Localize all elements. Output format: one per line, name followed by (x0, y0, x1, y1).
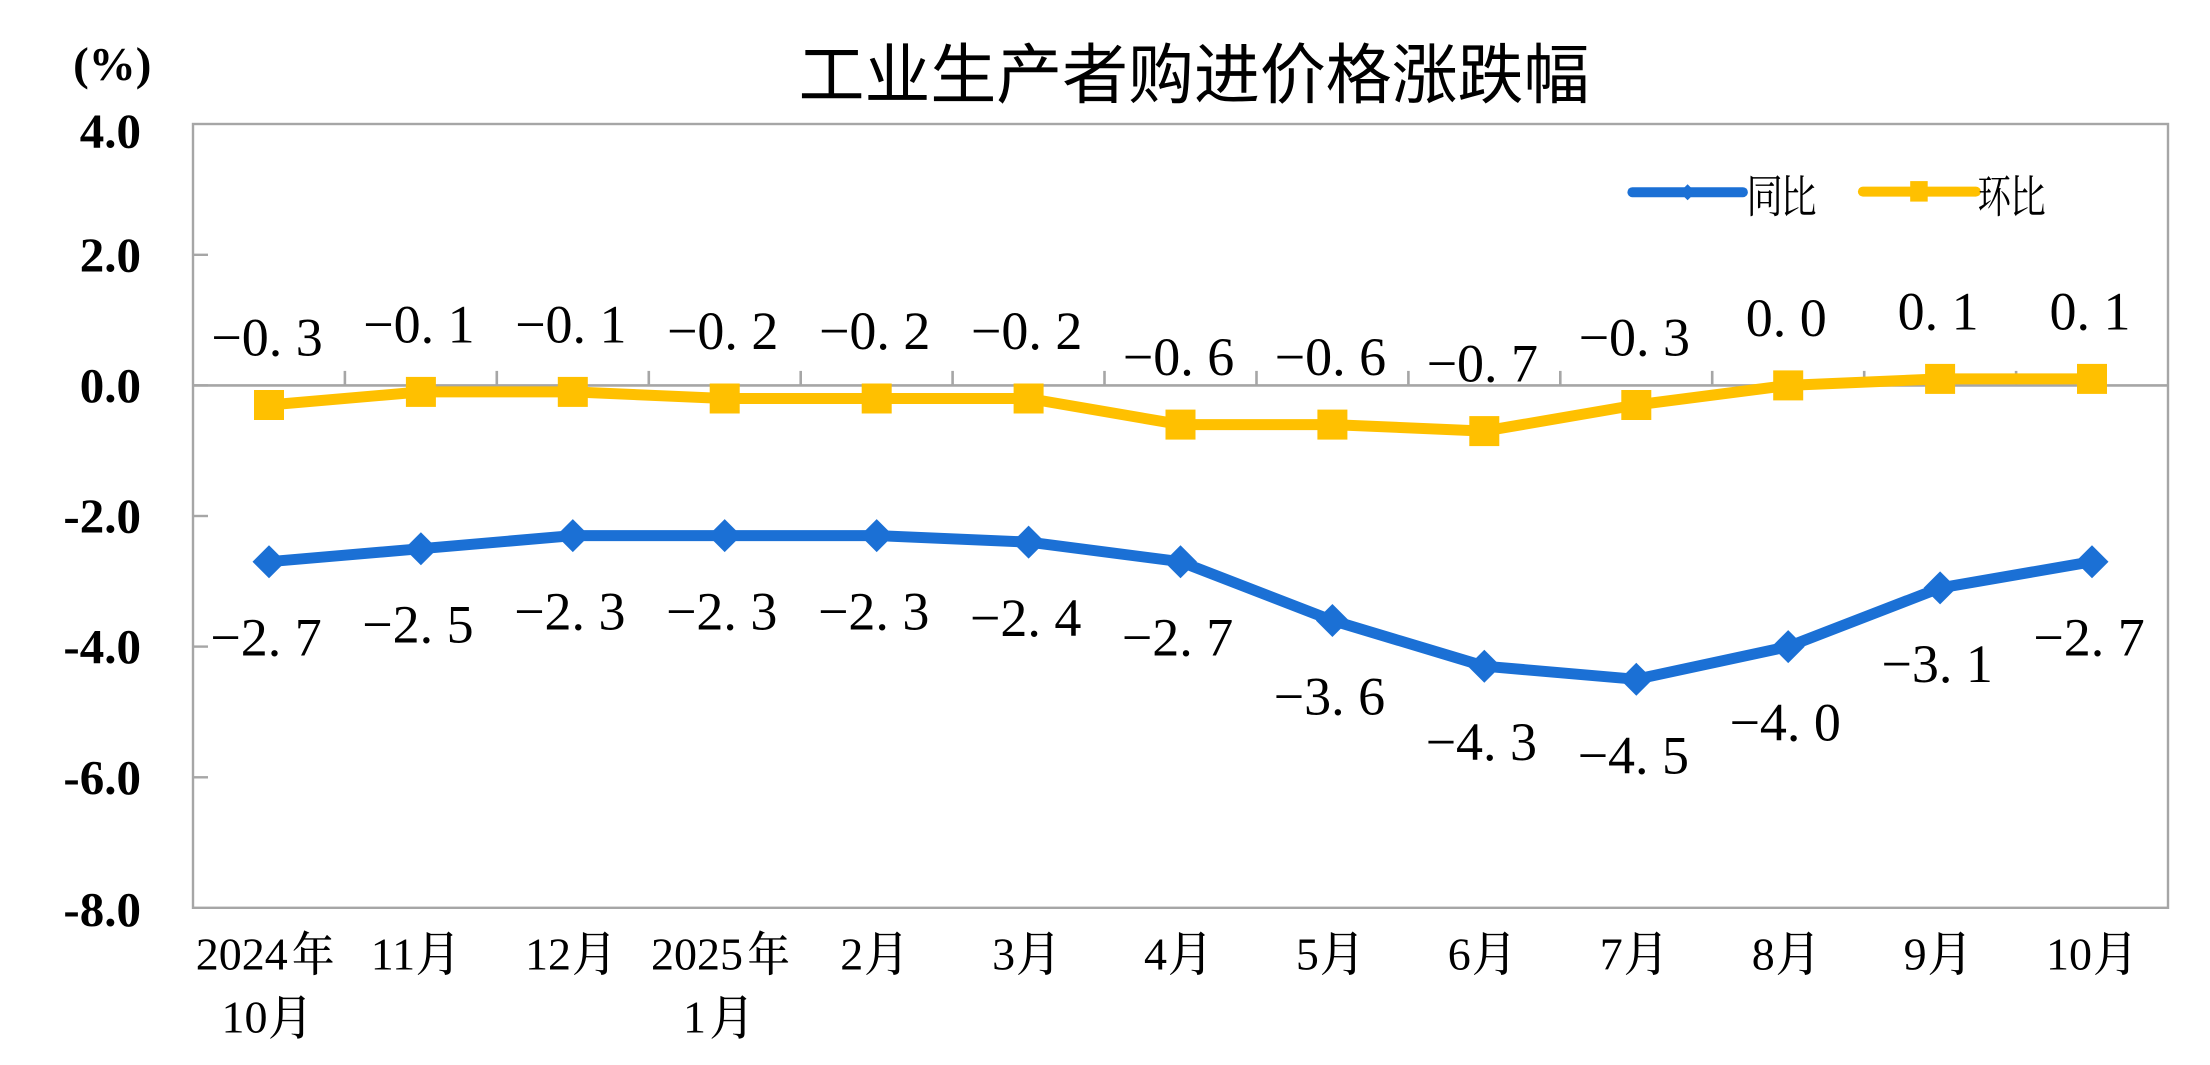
svg-text:(%): (%) (73, 39, 151, 91)
svg-text:−4. 3: −4. 3 (1426, 712, 1537, 772)
svg-text:−0. 1: −0. 1 (515, 294, 626, 354)
svg-text:1: 1 (683, 992, 706, 1043)
svg-text:0. 1: 0. 1 (1898, 281, 1979, 341)
svg-text:−0. 6: −0. 6 (1275, 327, 1386, 387)
svg-text:−2. 7: −2. 7 (2033, 608, 2144, 668)
svg-text:−0. 3: −0. 3 (211, 308, 322, 368)
svg-text:8: 8 (1752, 929, 1775, 980)
svg-text:−2. 3: −2. 3 (514, 582, 625, 642)
svg-text:−3. 6: −3. 6 (1274, 667, 1385, 727)
svg-text:2024: 2024 (196, 929, 288, 980)
svg-text:2025: 2025 (651, 929, 743, 980)
svg-text:4: 4 (1144, 929, 1167, 980)
svg-text:5: 5 (1296, 929, 1319, 980)
svg-text:-8.0: -8.0 (63, 882, 141, 937)
svg-text:−2. 7: −2. 7 (210, 608, 321, 668)
svg-text:−0. 2: −0. 2 (667, 301, 778, 361)
svg-text:-2.0: -2.0 (63, 489, 141, 544)
svg-text:10: 10 (2046, 929, 2092, 980)
svg-text:−0. 7: −0. 7 (1427, 334, 1538, 394)
svg-text:−0. 1: −0. 1 (363, 294, 474, 354)
svg-text:7: 7 (1600, 929, 1623, 980)
svg-text:−0. 2: −0. 2 (819, 301, 930, 361)
svg-text:4.0: 4.0 (80, 104, 141, 159)
svg-text:2: 2 (840, 929, 863, 980)
svg-text:−2. 7: −2. 7 (1122, 608, 1233, 668)
svg-text:-4.0: -4.0 (63, 619, 141, 674)
svg-text:12: 12 (525, 929, 571, 980)
svg-text:0.0: 0.0 (80, 358, 141, 413)
svg-text:3: 3 (992, 929, 1015, 980)
svg-text:−0. 3: −0. 3 (1579, 308, 1690, 368)
svg-text:−0. 6: −0. 6 (1123, 327, 1234, 387)
svg-text:0. 0: 0. 0 (1746, 288, 1827, 348)
svg-text:6: 6 (1448, 929, 1471, 980)
svg-text:−2. 3: −2. 3 (818, 582, 929, 642)
svg-text:2.0: 2.0 (80, 227, 141, 282)
svg-text:-6.0: -6.0 (63, 750, 141, 805)
svg-text:0. 1: 0. 1 (2050, 281, 2131, 341)
svg-text:−4. 5: −4. 5 (1578, 725, 1689, 785)
svg-text:11: 11 (371, 929, 415, 980)
svg-text:−2. 4: −2. 4 (970, 588, 1081, 648)
svg-text:−2. 3: −2. 3 (666, 582, 777, 642)
svg-text:−2. 5: −2. 5 (362, 595, 473, 655)
svg-text:−0. 2: −0. 2 (971, 301, 1082, 361)
svg-text:10: 10 (222, 992, 268, 1043)
svg-text:9: 9 (1904, 929, 1927, 980)
svg-text:−3. 1: −3. 1 (1881, 634, 1992, 694)
svg-text:−4. 0: −4. 0 (1729, 693, 1840, 753)
